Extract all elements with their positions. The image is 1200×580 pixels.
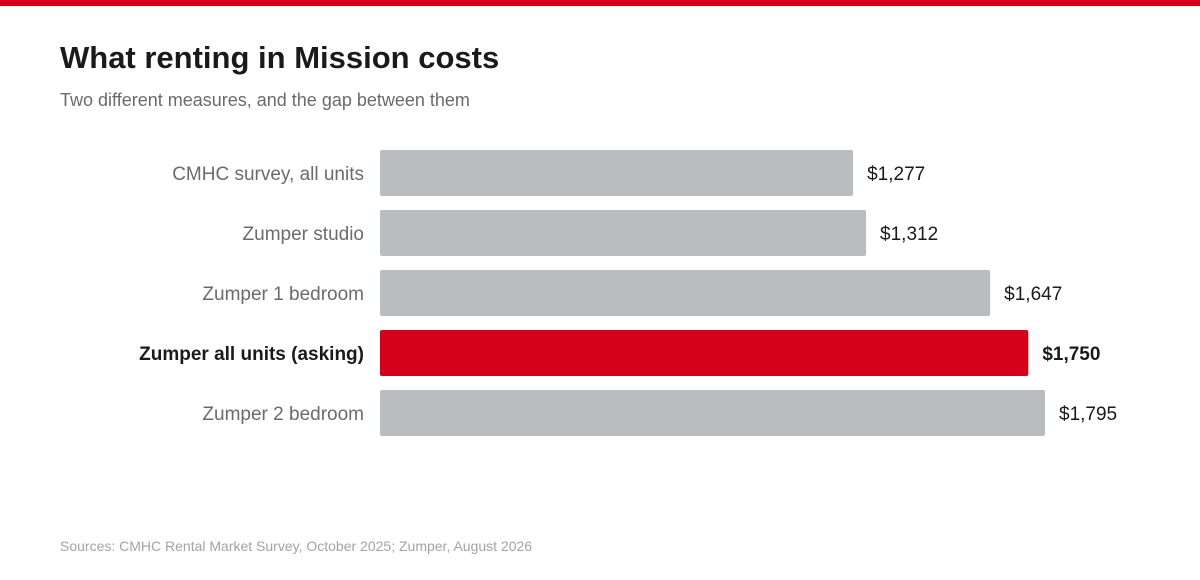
chart-title: What renting in Mission costs — [60, 40, 500, 75]
category-label: Zumper all units (asking) — [139, 344, 364, 365]
bar — [380, 210, 867, 256]
accent-top-bar — [0, 0, 1200, 6]
bar — [380, 390, 1045, 436]
value-label: $1,795 — [1059, 404, 1117, 425]
bar — [380, 270, 991, 316]
source-note: Sources: CMHC Rental Market Survey, Octo… — [60, 538, 533, 554]
highlighted-bar — [380, 330, 1029, 376]
category-label: Zumper 2 bedroom — [202, 404, 364, 425]
bar — [380, 150, 854, 196]
category-label: CMHC survey, all units — [172, 164, 364, 185]
value-label: $1,312 — [880, 224, 938, 245]
category-label: Zumper 1 bedroom — [202, 284, 364, 305]
chart-subtitle: Two different measures, and the gap betw… — [60, 90, 470, 110]
bar-chart: CMHC survey, all units $1,277 Zumper studi… — [139, 150, 1117, 436]
value-label: $1,277 — [867, 164, 925, 185]
value-label: $1,647 — [1004, 284, 1062, 305]
category-label: Zumper studio — [243, 224, 364, 245]
value-label: $1,750 — [1042, 344, 1100, 365]
